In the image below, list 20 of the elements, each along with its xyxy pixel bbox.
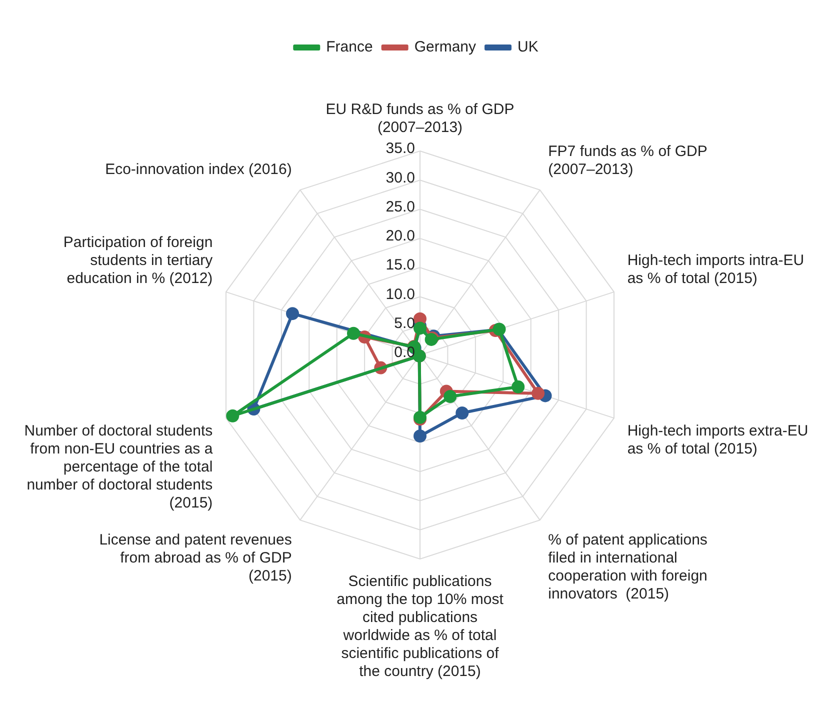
- spoke-label: EU R&D funds as % of GDP (2007–2013): [326, 101, 514, 136]
- spoke-label: FP7 funds as % of GDP (2007–2013): [548, 142, 708, 178]
- spoke-label: High-tech imports extra-EU as % of total (2015): [627, 422, 808, 458]
- y-tick-label: 30.0: [386, 169, 415, 186]
- legend-label: France: [326, 38, 373, 56]
- y-tick-label: 15.0: [386, 256, 415, 274]
- y-tick-label: 5.0: [394, 315, 415, 332]
- y-tick-label: 10.0: [386, 286, 415, 303]
- y-tick-label: 25.0: [386, 198, 415, 216]
- spoke-label: License and patent revenues from abroad as % of GDP (2015): [99, 532, 292, 585]
- legend-label: UK: [518, 38, 538, 56]
- spoke-label: Number of doctoral students from non-EU countries as a percentage of the total number of doctoral students (2015): [24, 422, 214, 512]
- spoke-label: Participation of foreign students in tertiary education in % (2012): [63, 234, 214, 287]
- spoke-label: Eco-innovation index (2016): [105, 160, 292, 178]
- spoke-label: % of patent applications filed in international cooperation with foreign innovators (2015): [548, 532, 708, 603]
- y-tick-label: 35.0: [386, 140, 415, 158]
- spoke-label: Scientific publications among the top 10% most cited publications worldwide as % of total scientific publications of the country (2015): [336, 573, 504, 680]
- spoke-label: High-tech imports intra-EU as % of total (2015): [627, 252, 804, 287]
- y-tick-label: 20.0: [386, 228, 415, 245]
- legend-label: Germany: [414, 38, 477, 56]
